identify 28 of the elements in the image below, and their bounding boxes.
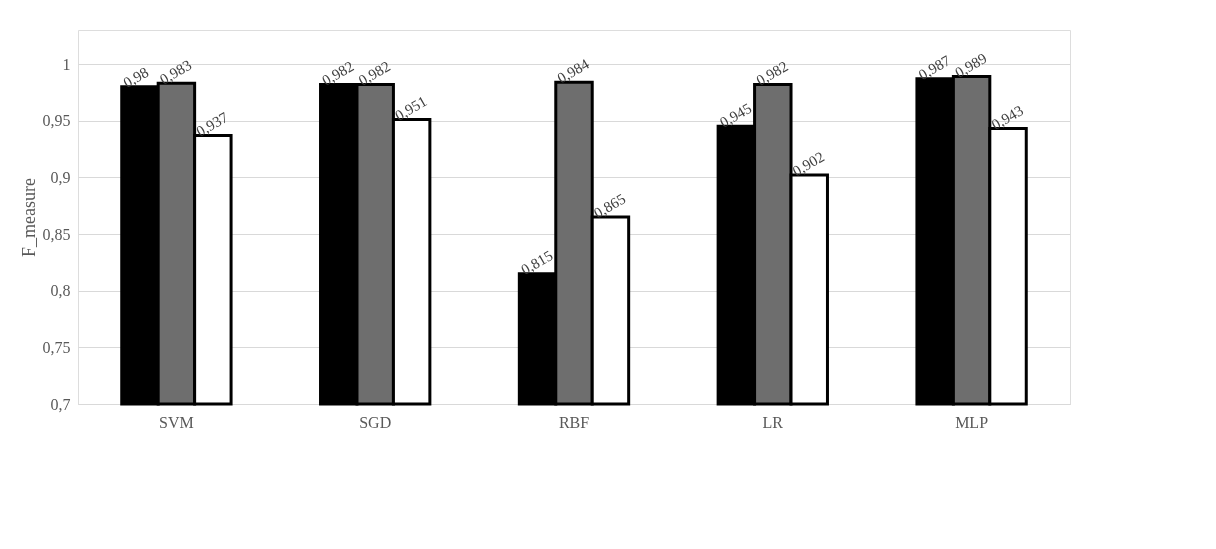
- data-label: 0,98: [120, 63, 152, 91]
- x-tick-label: MLP: [955, 413, 989, 431]
- data-label: 0,984: [554, 55, 593, 87]
- data-label: 0,902: [789, 148, 828, 180]
- x-tick-label: LR: [762, 413, 784, 431]
- x-tick-label: RBF: [558, 413, 590, 431]
- data-label: 0,865: [591, 190, 629, 222]
- data-label: 0,937: [193, 108, 232, 140]
- data-label: 0,987: [915, 52, 954, 83]
- y-tick-label: 1: [62, 55, 71, 73]
- y-tick-label: 0,95: [42, 112, 71, 130]
- data-label: 0,989: [952, 50, 990, 81]
- x-tick-label: SVM: [159, 413, 194, 431]
- data-label: 0,982: [355, 57, 394, 89]
- y-tick-label: 0,7: [50, 395, 71, 413]
- data-label: 0,983: [157, 56, 195, 88]
- data-label: 0,945: [716, 99, 755, 131]
- y-tick-label: 0,8: [50, 282, 71, 300]
- data-label: 0,982: [319, 57, 357, 89]
- data-label: 0,943: [988, 102, 1026, 133]
- data-label: 0,982: [753, 57, 791, 89]
- y-axis-title: F_measure: [18, 178, 39, 257]
- data-label: 0,815: [518, 247, 556, 278]
- y-tick-label: 0,85: [42, 225, 71, 243]
- data-label: 0,951: [392, 93, 430, 124]
- y-tick-label: 0,9: [50, 168, 71, 186]
- y-tick-label: 0,75: [42, 338, 71, 356]
- x-tick-label: SGD: [359, 413, 392, 431]
